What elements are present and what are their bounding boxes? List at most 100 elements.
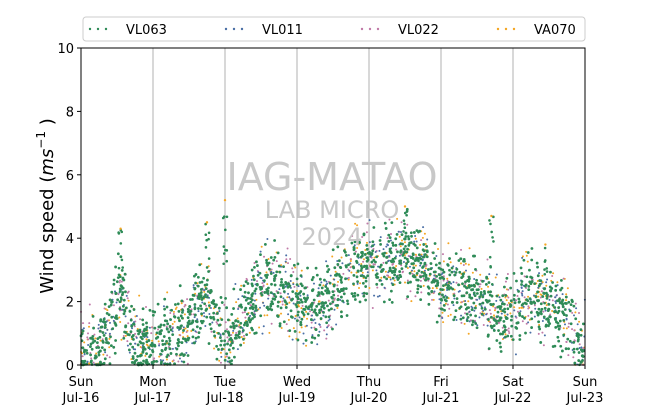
- point-VL063: [186, 324, 190, 327]
- point-VL063: [142, 345, 145, 349]
- point-VL063: [548, 289, 552, 293]
- point-VL063: [289, 309, 293, 313]
- point-VL063: [451, 300, 454, 304]
- point-VL063: [465, 286, 469, 290]
- point-VL063: [340, 295, 343, 299]
- point-VL063: [199, 304, 203, 308]
- point-VL063: [177, 316, 180, 320]
- point-VL063: [302, 313, 306, 317]
- point-VL063: [99, 318, 103, 322]
- point-VA070: [108, 346, 111, 349]
- point-VL063: [365, 243, 369, 247]
- point-VL063: [462, 294, 466, 298]
- point-VA070: [360, 263, 363, 266]
- point-VL063: [422, 242, 426, 246]
- point-VL022: [117, 293, 120, 296]
- point-VL063: [496, 310, 500, 314]
- point-VL063: [147, 346, 151, 350]
- point-VL063: [561, 302, 565, 306]
- point-VL063: [362, 232, 366, 236]
- point-VA070: [474, 304, 477, 307]
- point-VL011: [291, 338, 294, 341]
- point-VL022: [373, 263, 376, 266]
- point-VL063: [501, 302, 504, 306]
- point-VL063: [452, 318, 456, 322]
- point-VL011: [272, 271, 275, 274]
- point-VL063: [114, 292, 118, 295]
- point-VA070: [420, 253, 423, 256]
- point-VL022: [551, 274, 554, 277]
- point-VA070: [106, 309, 109, 312]
- point-VL022: [241, 311, 244, 314]
- x-tick-date: Jul-21: [422, 391, 460, 406]
- point-VL063: [551, 303, 555, 307]
- point-VA070: [263, 314, 266, 317]
- point-VL063: [155, 359, 158, 363]
- point-VL011: [299, 294, 302, 297]
- point-VA070: [280, 326, 283, 329]
- point-VL063: [499, 316, 503, 320]
- point-VL011: [278, 288, 281, 291]
- point-VL063: [346, 299, 349, 303]
- point-VL063: [530, 326, 533, 329]
- point-VL063: [366, 251, 370, 255]
- point-VL063: [127, 348, 131, 352]
- point-VL063: [250, 311, 254, 315]
- point-VL063: [513, 293, 516, 297]
- point-VL063: [198, 263, 202, 267]
- point-VL063: [495, 294, 499, 298]
- point-VL011: [250, 278, 253, 281]
- point-VL063: [268, 267, 271, 271]
- point-VA070: [541, 274, 544, 277]
- point-VA070: [231, 331, 234, 334]
- point-VL063: [521, 315, 524, 318]
- point-VL063: [212, 311, 216, 315]
- point-VL011: [288, 296, 291, 299]
- point-VL063: [395, 233, 399, 236]
- point-VL022: [223, 303, 226, 306]
- point-VA070: [88, 325, 91, 328]
- point-VL063: [489, 265, 492, 269]
- point-VL063: [539, 312, 543, 316]
- point-VL063: [361, 252, 364, 256]
- legend-label: VL011: [262, 23, 303, 38]
- point-VL011: [439, 301, 442, 304]
- point-VL011: [500, 312, 503, 315]
- point-VL063: [470, 288, 473, 292]
- point-VL063: [324, 289, 328, 293]
- point-VA070: [302, 315, 305, 318]
- point-VA070: [545, 304, 548, 307]
- point-VL011: [554, 300, 557, 303]
- point-VL022: [453, 292, 456, 295]
- point-VL063: [177, 344, 180, 348]
- point-VL022: [498, 321, 501, 324]
- point-VL063: [529, 301, 533, 305]
- point-VL063: [253, 289, 257, 293]
- point-VL063: [83, 359, 87, 363]
- point-VL063: [466, 306, 469, 310]
- point-VL011: [414, 235, 417, 238]
- point-VL063: [370, 252, 374, 255]
- point-VL022: [460, 248, 463, 251]
- point-VL063: [543, 272, 547, 276]
- point-VL063: [213, 334, 217, 338]
- point-VL063: [530, 280, 534, 283]
- point-VL011: [171, 347, 174, 350]
- point-VL011: [196, 318, 199, 321]
- point-VA070: [424, 242, 427, 245]
- point-VA070: [414, 237, 417, 240]
- point-VL063: [277, 264, 281, 268]
- point-VL022: [119, 279, 122, 282]
- point-VL063: [169, 328, 173, 332]
- point-VL063: [432, 280, 436, 284]
- point-VL063: [170, 308, 174, 312]
- point-VL063: [412, 266, 416, 270]
- point-VL063: [89, 336, 92, 340]
- point-VL022: [112, 304, 115, 307]
- point-VL063: [433, 257, 437, 260]
- point-VL063: [180, 299, 184, 303]
- point-VL063: [509, 299, 513, 303]
- point-VA070: [223, 198, 227, 202]
- point-VL063: [186, 336, 190, 340]
